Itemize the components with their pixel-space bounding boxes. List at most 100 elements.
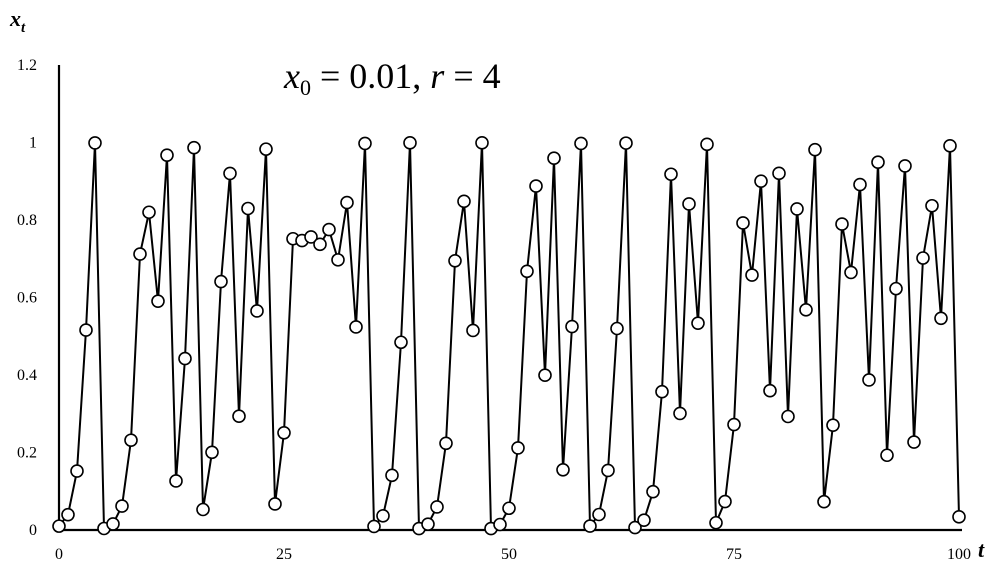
data-point — [682, 197, 696, 211]
data-point — [916, 251, 930, 265]
data-point — [925, 198, 939, 213]
y-tick-label: 1 — [29, 135, 37, 152]
data-point — [232, 409, 246, 424]
data-point — [403, 136, 417, 150]
data-point — [259, 142, 273, 156]
data-point — [79, 323, 93, 337]
data-point — [88, 136, 102, 150]
annotation-r-var: r — [430, 56, 445, 96]
data-point — [385, 468, 399, 483]
y-tick-label: 0.8 — [17, 212, 37, 229]
data-point — [619, 136, 633, 150]
data-point — [61, 507, 75, 522]
y-tick-label: 0.2 — [17, 445, 37, 462]
data-point — [583, 519, 597, 533]
data-point — [223, 166, 237, 181]
data-point — [601, 463, 615, 478]
data-point — [349, 320, 363, 334]
data-point — [250, 304, 264, 318]
data-point — [889, 281, 903, 296]
y-tick-label: 0 — [29, 522, 37, 539]
data-point — [421, 517, 435, 531]
data-point — [745, 268, 759, 282]
data-point — [187, 140, 201, 155]
data-point — [898, 159, 912, 173]
data-point — [115, 499, 129, 513]
data-point — [718, 494, 732, 509]
data-point — [439, 436, 453, 451]
data-point — [943, 139, 957, 153]
data-point — [628, 520, 642, 535]
data-point — [376, 509, 390, 523]
data-point — [322, 222, 336, 237]
y-axis-label: xt — [9, 6, 26, 36]
x-axis-label: t — [978, 537, 985, 562]
data-point — [106, 517, 120, 531]
data-point — [475, 136, 489, 150]
data-point — [574, 136, 588, 151]
data-point — [367, 519, 381, 534]
data-point — [133, 247, 147, 261]
data-point — [151, 294, 165, 308]
y-tick-label: 1.2 — [17, 57, 37, 74]
data-point — [700, 137, 714, 152]
data-point — [430, 500, 444, 514]
data-point — [673, 406, 687, 421]
data-point — [790, 202, 804, 216]
data-point — [313, 237, 327, 252]
data-point — [907, 435, 921, 449]
data-point — [268, 497, 282, 511]
data-point — [871, 155, 885, 169]
x-axis: 0 25 50 75 100 — [55, 528, 971, 563]
data-point — [862, 373, 876, 387]
annotation-x0-value: = 0.01, — [311, 56, 430, 96]
data-point — [394, 335, 408, 350]
data-point — [736, 216, 750, 230]
data-point — [880, 448, 894, 463]
data-point — [610, 321, 624, 336]
data-point — [448, 253, 462, 268]
data-point — [637, 513, 651, 527]
annotation-r-value: = 4 — [444, 56, 500, 96]
data-point — [196, 502, 210, 517]
data-point — [538, 368, 552, 383]
data-point — [835, 217, 849, 231]
data-point — [466, 323, 480, 338]
annotation-x-var: x — [283, 56, 300, 96]
data-point — [754, 174, 768, 188]
data-point — [358, 136, 372, 151]
data-point — [592, 507, 606, 522]
data-point — [655, 384, 669, 399]
data-point — [331, 253, 345, 267]
data-point — [241, 201, 255, 216]
data-point — [529, 179, 543, 193]
y-axis: 0 0.2 0.4 0.6 0.8 1 1.2 — [17, 57, 61, 539]
data-point — [817, 494, 831, 509]
data-point — [124, 433, 138, 448]
data-point — [826, 418, 840, 432]
data-point — [853, 177, 867, 192]
data-point — [763, 383, 777, 398]
y-axis-label-var: x — [9, 6, 21, 31]
data-point — [502, 501, 516, 516]
plot-area — [52, 136, 966, 536]
data-point — [556, 462, 570, 477]
data-point — [781, 409, 795, 424]
data-point — [727, 417, 741, 432]
data-point — [772, 166, 786, 181]
y-tick-label: 0.4 — [17, 367, 37, 384]
data-point — [142, 205, 156, 220]
annotation-subscript: 0 — [300, 75, 311, 100]
x-tick-label: 75 — [726, 546, 742, 563]
data-point — [646, 484, 660, 499]
series-line — [58, 141, 960, 530]
data-point — [169, 474, 183, 488]
data-point — [952, 510, 966, 524]
y-tick-label: 0.6 — [17, 290, 37, 307]
data-point — [808, 142, 822, 157]
data-point — [304, 230, 318, 244]
data-point — [457, 194, 471, 209]
chart-annotation: x0 = 0.01, r = 4 — [283, 56, 501, 100]
x-tick-label: 50 — [501, 546, 517, 563]
